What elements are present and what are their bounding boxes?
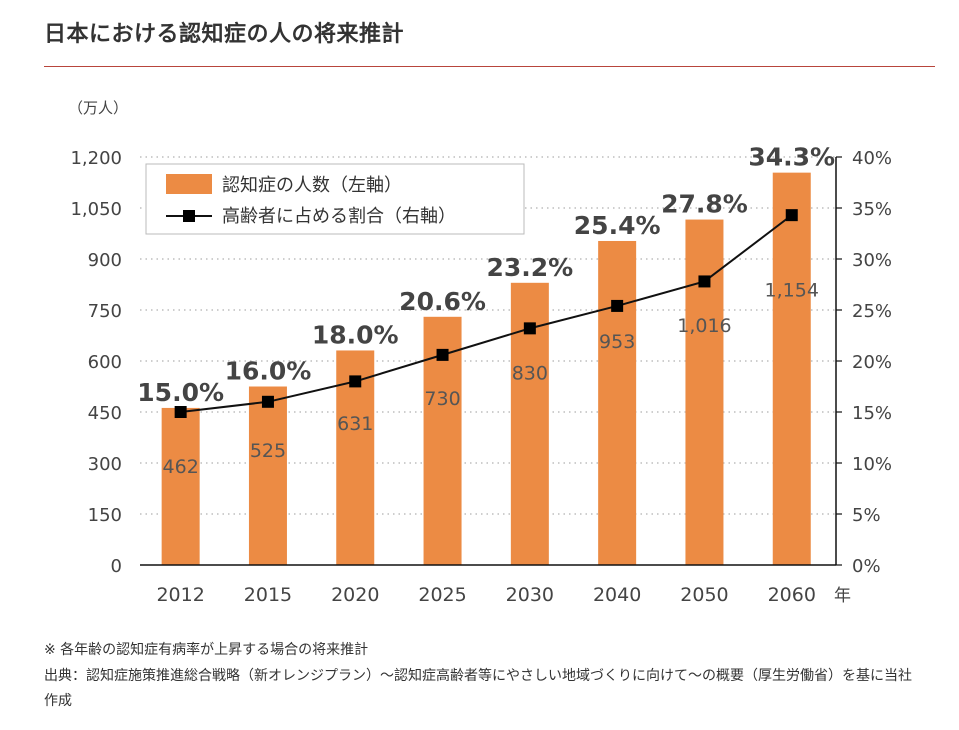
ratio-value-label: 15.0% [137, 378, 224, 407]
left-axis-unit: （万人） [68, 99, 128, 117]
bar-2015 [248, 386, 287, 565]
right-axis-tick-label: 25% [852, 301, 892, 322]
bar-value-label: 953 [599, 331, 635, 353]
right-axis-tick-label: 35% [852, 199, 892, 220]
ratio-marker [174, 406, 187, 418]
ratio-marker [611, 299, 624, 312]
ratio-value-label: 18.0% [312, 320, 399, 349]
bar-2040 [598, 240, 637, 566]
right-axis-tick-label: 10% [852, 454, 892, 475]
ratio-value-label: 20.6% [399, 287, 486, 316]
tick-labels: 0 150 300 450 600 750 900 1,050 1,200 （万人） 0% 5% 10%… [68, 99, 892, 606]
right-axis-tick-label: 5% [852, 505, 881, 526]
bar-2060 [772, 172, 811, 565]
ratio-value-labels: 15.0%16.0%18.0%20.6%23.2%25.4%27.8%34.3% [137, 143, 835, 407]
ratio-marker [261, 395, 274, 408]
bar-value-labels: 462 525 631 730 830 953 1,016 1,154 [163, 280, 819, 478]
bar-value-label: 730 [424, 388, 460, 410]
legend-label-line: 高齢者に占める割合（右軸） [222, 206, 456, 227]
bar-value-label: 830 [512, 362, 548, 384]
x-axis-tick-label: 2030 [506, 584, 554, 606]
left-axis-tick-label: 150 [88, 505, 122, 526]
bar-value-label: 1,016 [677, 315, 731, 337]
right-axis-tick-label: 30% [852, 250, 892, 271]
x-axis-tick-label: 2050 [680, 584, 728, 606]
right-axis-tick-label: 40% [852, 148, 892, 169]
ratio-value-label: 27.8% [661, 190, 748, 219]
bar-value-label: 631 [337, 413, 373, 435]
ratio-value-label: 23.2% [486, 253, 573, 282]
left-axis-tick-label: 750 [88, 301, 122, 322]
ratio-marker [436, 348, 449, 361]
left-axis-tick-label: 300 [88, 454, 122, 475]
bar-value-label: 1,154 [765, 280, 819, 302]
left-axis-tick-label: 1,050 [70, 199, 122, 220]
left-axis-tick-label: 900 [88, 250, 122, 271]
x-axis-tick-label: 2025 [418, 584, 466, 606]
ratio-marker [698, 275, 711, 288]
ratio-value-label: 25.4% [574, 211, 661, 240]
bar-value-label: 525 [250, 440, 286, 462]
right-axis-tick-label: 0% [852, 556, 881, 577]
bar-2012 [161, 407, 200, 565]
x-axis-tick-label: 2015 [244, 584, 292, 606]
legend-swatch-bar [166, 174, 212, 194]
ratio-line [174, 209, 798, 418]
legend-swatch-marker [183, 210, 195, 222]
title-divider [44, 66, 935, 67]
x-axis-tick-label: 2040 [593, 584, 641, 606]
page-title: 日本における認知症の人の将来推計 [44, 22, 405, 47]
right-axis-tick-label: 15% [852, 403, 892, 424]
ratio-marker [523, 322, 536, 335]
bars [161, 172, 811, 566]
legend-label-bar: 認知症の人数（左軸） [222, 175, 402, 196]
x-axis-unit: 年 [834, 586, 851, 606]
left-axis-tick-label: 0 [111, 556, 122, 577]
ratio-marker [785, 209, 798, 222]
ratio-marker [349, 375, 362, 388]
x-axis-tick-label: 2012 [156, 584, 204, 606]
right-axis-tick-label: 20% [852, 352, 892, 373]
legend: 認知症の人数（左軸） 高齢者に占める割合（右軸） [145, 163, 525, 235]
x-axis-tick-label: 2020 [331, 584, 379, 606]
left-axis-tick-label: 450 [88, 403, 122, 424]
axes [140, 156, 842, 566]
left-axis-tick-label: 1,200 [70, 148, 122, 169]
ratio-value-label: 34.3% [748, 143, 835, 172]
bar-value-label: 462 [163, 456, 199, 478]
ratio-value-label: 16.0% [225, 357, 312, 386]
ratio-line-path [180, 214, 793, 413]
source-note: 出典：認知症施策推進総合戦略（新オレンジプラン）〜認知症高齢者等にやさしい地域づ… [44, 668, 912, 709]
left-axis-tick-label: 600 [88, 352, 122, 373]
footnote: ※ 各年齢の認知症有病率が上昇する場合の将来推計 [44, 642, 369, 658]
x-axis-tick-label: 2060 [768, 584, 816, 606]
